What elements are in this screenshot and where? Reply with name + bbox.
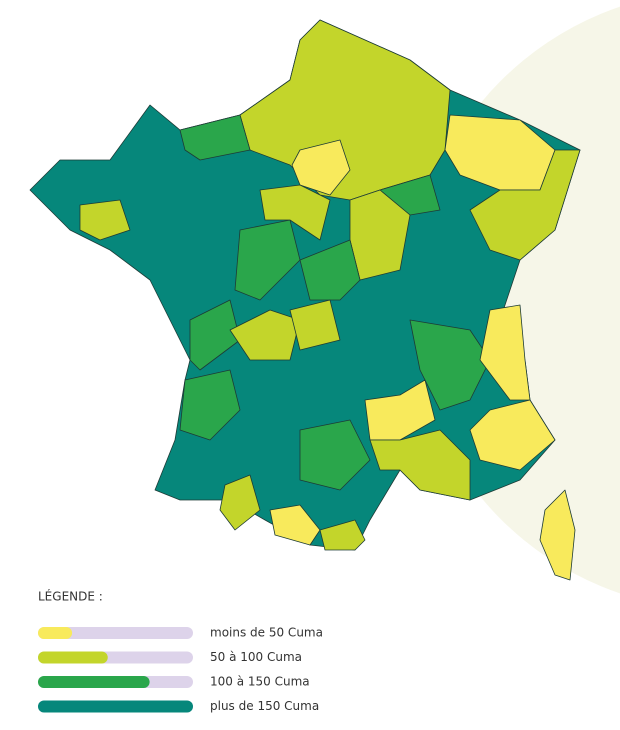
legend-title: LÉGENDE : <box>38 589 103 604</box>
region <box>299 419 371 491</box>
legend-swatch <box>38 651 108 664</box>
region <box>179 114 251 161</box>
region <box>469 149 581 261</box>
region <box>369 429 471 501</box>
region <box>291 139 351 196</box>
legend-label: moins de 50 Cuma <box>210 626 323 640</box>
region <box>189 299 241 371</box>
corsica <box>539 489 576 581</box>
region <box>269 504 321 546</box>
legend-swatch <box>38 700 193 713</box>
region <box>179 369 241 441</box>
region <box>229 309 301 361</box>
region <box>409 319 491 411</box>
legend-swatch <box>38 627 73 639</box>
region <box>469 399 556 471</box>
legend-label: 50 à 100 Cuma <box>210 650 302 664</box>
legend-label: plus de 150 Cuma <box>210 699 319 713</box>
legend: moins de 50 Cuma 50 à 100 Cuma 100 à 150 C… <box>38 626 323 713</box>
region <box>79 199 131 241</box>
legend-track <box>38 627 193 639</box>
region <box>299 239 361 301</box>
legend-swatch <box>38 676 150 688</box>
region <box>319 519 366 551</box>
map <box>29 19 581 581</box>
region <box>234 219 301 301</box>
region <box>259 184 331 241</box>
region <box>289 299 341 351</box>
region <box>219 474 261 531</box>
legend-label: 100 à 150 Cuma <box>210 675 310 689</box>
